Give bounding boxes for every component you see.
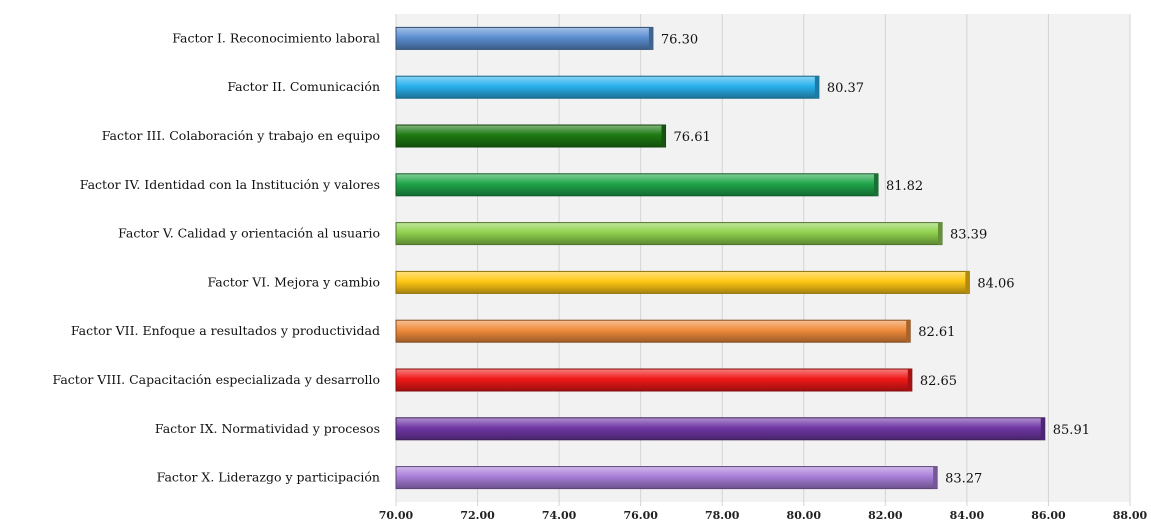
bar-end-cap bbox=[814, 76, 819, 99]
bar bbox=[395, 124, 667, 148]
category-label: Factor VII. Enfoque a resultados y produ… bbox=[71, 323, 380, 338]
x-tick-label: 78.00 bbox=[705, 509, 740, 521]
value-labels: 76.30 80.37 76.61 81.82 83.39 84.06 82.61 82.65… bbox=[661, 32, 1090, 486]
category-label: Factor VI. Mejora y cambio bbox=[207, 274, 380, 289]
bar-end-cap bbox=[1040, 417, 1045, 440]
x-axis-tick-labels: 70.00 72.00 74.00 76.00 78.00 80.00 82.00 84.00… bbox=[379, 509, 1148, 521]
bar bbox=[395, 270, 970, 294]
value-label: 84.06 bbox=[977, 276, 1014, 291]
x-tick-label: 74.00 bbox=[542, 509, 577, 521]
category-label: Factor X. Liderazgo y participación bbox=[157, 470, 380, 485]
value-label: 76.61 bbox=[674, 130, 711, 145]
category-labels: Factor I. Reconocimiento laboral Factor I… bbox=[53, 30, 380, 484]
bars bbox=[395, 26, 1046, 490]
bar bbox=[395, 222, 943, 246]
x-tick-label: 72.00 bbox=[460, 509, 495, 521]
x-tick-label: 76.00 bbox=[623, 509, 658, 521]
category-label: Factor I. Reconocimiento laboral bbox=[172, 30, 380, 45]
bar-end-cap bbox=[965, 271, 970, 294]
x-tick-label: 82.00 bbox=[868, 509, 903, 521]
category-label: Factor IX. Normatividad y procesos bbox=[155, 421, 380, 436]
bar-end-cap bbox=[907, 369, 912, 391]
value-label: 85.91 bbox=[1053, 423, 1090, 438]
bar-end-cap bbox=[933, 466, 938, 489]
bar-end-cap bbox=[873, 173, 878, 196]
value-label: 82.65 bbox=[920, 374, 957, 389]
x-tick-label: 80.00 bbox=[787, 509, 822, 521]
category-label: Factor IV. Identidad con la Institución … bbox=[80, 177, 380, 192]
value-label: 81.82 bbox=[886, 179, 923, 194]
category-label: Factor II. Comunicación bbox=[227, 79, 380, 94]
value-label: 83.39 bbox=[950, 228, 987, 243]
x-tick-label: 84.00 bbox=[950, 509, 985, 521]
bar-end-cap bbox=[906, 320, 911, 343]
bar-end-cap bbox=[648, 27, 653, 50]
x-tick-label: 86.00 bbox=[1031, 509, 1066, 521]
bar bbox=[395, 75, 820, 99]
x-tick-label: 70.00 bbox=[379, 509, 414, 521]
category-label: Factor VIII. Capacitación especializada … bbox=[53, 372, 380, 387]
bar bbox=[395, 368, 913, 392]
category-label: Factor V. Calidad y orientación al usuar… bbox=[118, 226, 380, 241]
bar bbox=[395, 319, 911, 343]
value-label: 80.37 bbox=[827, 81, 864, 96]
value-label: 76.30 bbox=[661, 32, 698, 47]
value-label: 83.27 bbox=[945, 472, 982, 487]
bar bbox=[395, 173, 879, 197]
x-tick-label: 88.00 bbox=[1113, 509, 1148, 521]
bar-end-cap bbox=[938, 222, 943, 245]
category-label: Factor III. Colaboración y trabajo en eq… bbox=[102, 128, 380, 143]
bar bbox=[395, 26, 654, 50]
bar bbox=[395, 417, 1046, 441]
bar bbox=[395, 466, 938, 490]
value-label: 82.61 bbox=[918, 325, 955, 340]
bar-end-cap bbox=[661, 125, 666, 147]
